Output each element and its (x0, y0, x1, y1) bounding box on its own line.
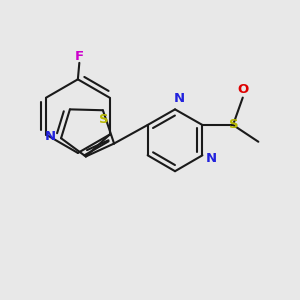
Text: F: F (75, 50, 84, 63)
Text: O: O (238, 83, 249, 96)
Text: N: N (174, 92, 185, 105)
Text: S: S (229, 118, 238, 131)
Text: S: S (99, 113, 109, 127)
Text: N: N (44, 130, 56, 143)
Text: N: N (206, 152, 217, 165)
